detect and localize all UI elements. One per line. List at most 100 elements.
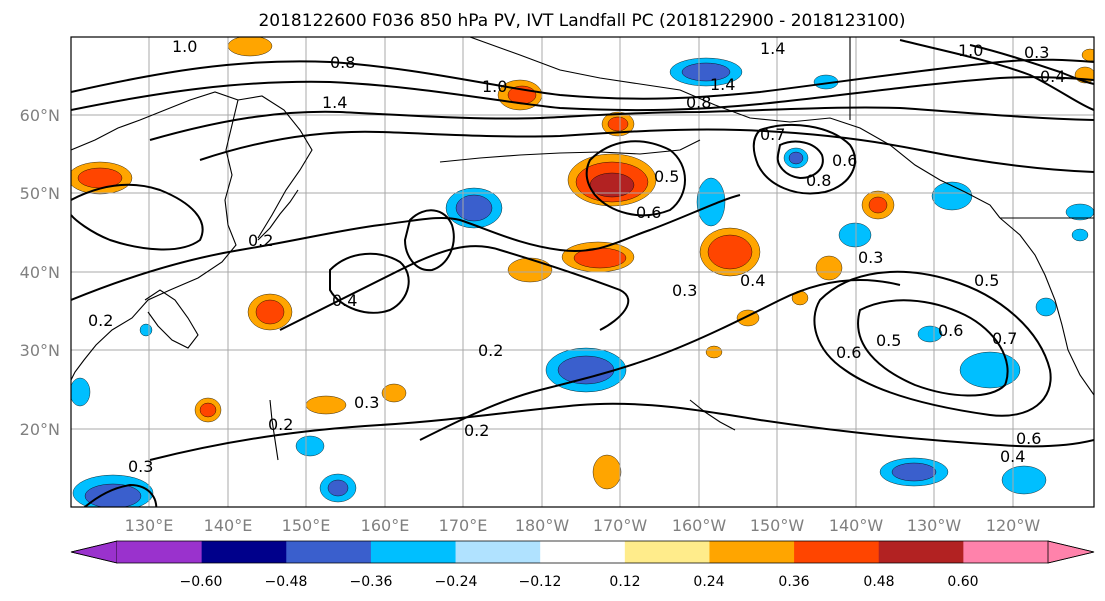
pv-contour [199,128,1094,173]
negative-anomaly-shading [788,151,804,165]
colorbar-tick-label: −0.60 [180,574,223,590]
contour-label: 0.2 [88,311,113,330]
colorbar-tick-label: −0.24 [435,574,478,590]
negative-anomaly-shading [327,479,349,497]
negative-anomaly-shading [84,483,142,507]
lon-label: 160°E [361,516,410,535]
colorbar-tick-label: 0.24 [693,574,724,590]
pv-contour [149,402,1094,461]
negative-anomaly-shading [1001,465,1047,495]
positive-anomaly-shading [199,402,217,418]
colorbar-segment [794,541,880,563]
contour-label: 0.8 [330,53,355,72]
contour-label: 0.6 [836,343,861,362]
pv-contours [71,39,1094,507]
lat-label: 60°N [20,106,60,125]
colorbar-segment [117,541,203,563]
contour-label: 0.5 [876,331,901,350]
negative-anomaly-shading [557,355,615,385]
positive-anomaly-shading [815,255,843,281]
map-title: 2018122600 F036 850 hPa PV, IVT Landfall… [258,11,905,31]
contour-label: 1.0 [482,77,507,96]
longitude-labels: 130°E 140°E 150°E 160°E 170°E 180°W 170°… [125,516,1041,535]
colorbar-tick-label: 0.36 [778,574,809,590]
colorbar-ticks: −0.60 −0.48 −0.36 −0.24 −0.12 0.12 0.24 … [180,574,979,590]
pv-contour [403,209,455,272]
contour-label: 0.3 [354,393,379,412]
colorbar-outline [70,540,1095,564]
negative-anomaly-shading [1071,228,1089,242]
contour-label: 0.4 [1000,447,1025,466]
positive-anomaly-shading [507,257,553,283]
colorbar-left-extend [70,540,118,564]
contour-label: 0.3 [672,281,697,300]
positive-anomaly-shading [255,299,285,325]
contour-label: 0.3 [128,457,153,476]
lon-label: 180°W [515,516,570,535]
negative-anomaly-shading [1065,203,1094,221]
contour-label: 0.7 [760,125,785,144]
contour-label: 0.5 [974,271,999,290]
coastline-asia [71,91,239,381]
pv-contour [776,140,824,180]
pv-contour [83,483,158,507]
contour-label: 1.4 [710,75,735,94]
pv-contour [585,140,686,217]
colorbar-segment [455,541,541,563]
contour-label: 0.6 [938,321,963,340]
contour-label: 0.4 [332,291,357,310]
colorbar-tick-label: −0.48 [265,574,308,590]
colorbar-segment [370,541,457,563]
contour-label: 1.0 [958,41,983,60]
coastline-hawaii [689,399,736,431]
coastline-japan [144,289,199,349]
coastline-kamchatka [237,95,313,239]
negative-anomaly-shading [455,194,493,222]
coastline-alaska [469,37,1001,219]
colorbar-tick-label: −0.36 [350,574,393,590]
contour-label: 0.3 [858,248,883,267]
contour-label: 0.2 [478,341,503,360]
map-frame [70,36,1095,508]
contour-label: 0.3 [1024,43,1049,62]
coastline-northamerica [999,217,1094,396]
coastline-marianas [269,399,279,461]
contour-label: 0.4 [740,271,765,290]
contour-label: 0.6 [1016,429,1041,448]
colorbar [70,540,1095,564]
positive-anomaly-shading [227,37,273,57]
colorbar-tick-label: −0.12 [519,574,562,590]
lon-label: 130°W [907,516,962,535]
positive-anomaly-shading [1081,48,1094,62]
colorbar-right-extend [1047,540,1095,564]
contour-label: 0.2 [268,415,293,434]
pv-contour [969,44,1094,85]
lon-label: 170°E [439,516,488,535]
negative-anomaly-shading [838,222,872,248]
pv-contour [329,252,410,314]
coastline-kuril [257,189,299,241]
contour-label: 0.2 [248,231,273,250]
colorbar-segment [709,541,795,563]
negative-anomaly-shading [1035,297,1057,317]
contour-label: 0.8 [686,93,711,112]
pv-contour [419,279,901,441]
colorbar-segment [286,541,372,563]
positive-anomaly-shading [705,345,723,359]
contour-label: 0.7 [992,329,1017,348]
colorbar-segment [624,541,710,563]
pv-contour [857,299,1009,397]
pv-contour [71,76,1094,112]
negative-anomaly-shading [959,351,1021,389]
contour-labels: 1.0 0.8 1.4 1.0 1.4 0.8 1.4 1.0 0.3 0.4 … [88,37,1065,476]
negative-anomaly-shading [71,377,91,407]
lat-label: 20°N [20,420,60,439]
contour-label: 0.8 [806,171,831,190]
colorbar-segment [963,541,1049,563]
negative-anomaly-shading [139,323,153,337]
pv-contour [752,124,856,195]
positive-anomaly-shading [305,395,347,415]
negative-anomaly-shading [891,462,937,482]
pv-contour [71,58,1094,100]
map-panel: 1.0 0.8 1.4 1.0 1.4 0.8 1.4 1.0 0.3 0.4 … [70,36,1095,508]
